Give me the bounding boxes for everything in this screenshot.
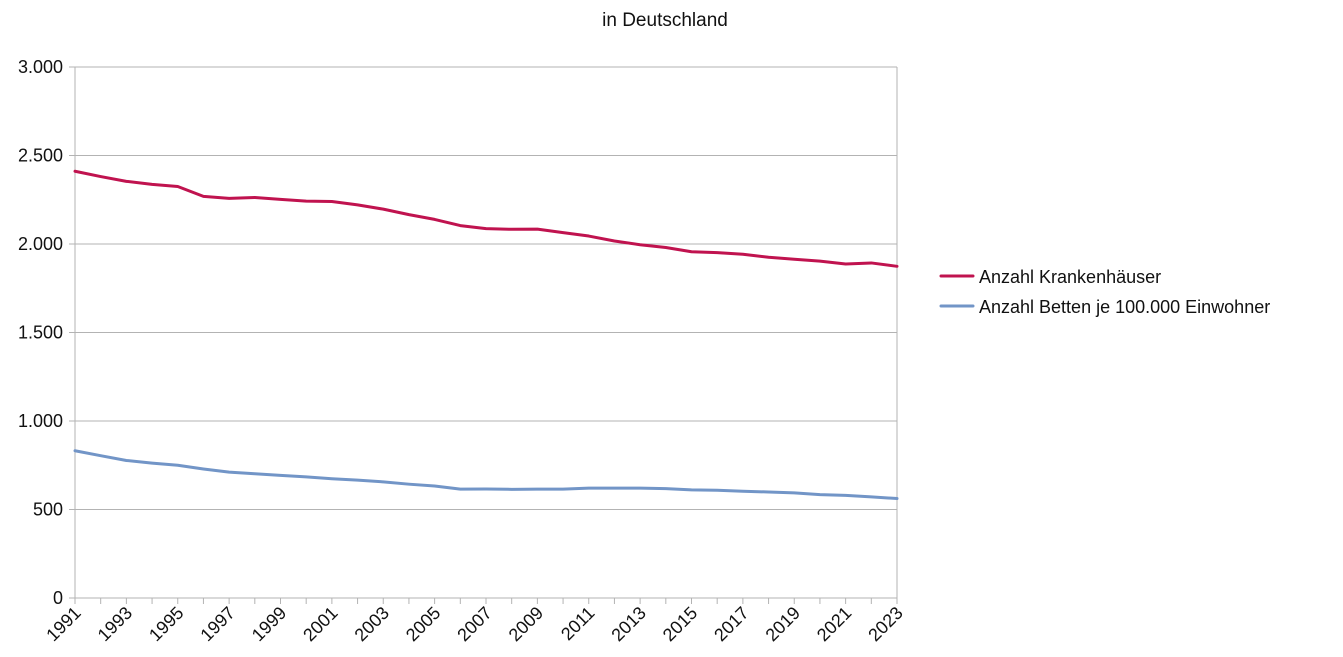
legend-label-anzahl-krankenhaeuser: Anzahl Krankenhäuser <box>979 267 1161 287</box>
y-tick-label: 3.000 <box>18 57 63 77</box>
x-tick-label: 2009 <box>505 603 547 645</box>
grid-lines <box>75 66 897 599</box>
series-line-1 <box>73 449 899 501</box>
x-tick-label: 2013 <box>607 603 649 645</box>
x-tick-label: 1995 <box>145 603 187 645</box>
y-tick-label: 1.500 <box>18 323 63 343</box>
x-tick-label: 2019 <box>762 603 804 645</box>
x-tick-label: 2003 <box>351 603 393 645</box>
x-tick-label: 1993 <box>94 603 136 645</box>
legend: Anzahl Krankenhäuser Anzahl Betten je 10… <box>939 267 1270 317</box>
y-tick-label: 2.000 <box>18 234 63 254</box>
x-tick-label: 2005 <box>402 603 444 645</box>
x-tick-label: 2023 <box>864 603 906 645</box>
y-tick-label: 0 <box>53 588 63 608</box>
x-tick-label: 2021 <box>813 603 855 645</box>
x-tick-label: 2017 <box>710 603 752 645</box>
series-line-0 <box>73 169 899 268</box>
x-tick-label: 1991 <box>42 603 84 645</box>
y-tick-label: 2.500 <box>18 146 63 166</box>
x-tick-label: 2001 <box>299 603 341 645</box>
axes <box>69 66 898 604</box>
x-tick-label: 2007 <box>453 603 495 645</box>
y-tick-label: 1.000 <box>18 411 63 431</box>
x-tick-label: 1997 <box>196 603 238 645</box>
series-lines <box>73 169 899 501</box>
x-tick-label: 2011 <box>557 603 599 645</box>
y-tick-label: 500 <box>33 500 63 520</box>
legend-label-anzahl-betten: Anzahl Betten je 100.000 Einwohner <box>979 297 1270 317</box>
x-tick-label: 2015 <box>659 603 701 645</box>
chart-title: in Deutschland <box>602 10 728 31</box>
x-tick-label: 1999 <box>248 603 290 645</box>
